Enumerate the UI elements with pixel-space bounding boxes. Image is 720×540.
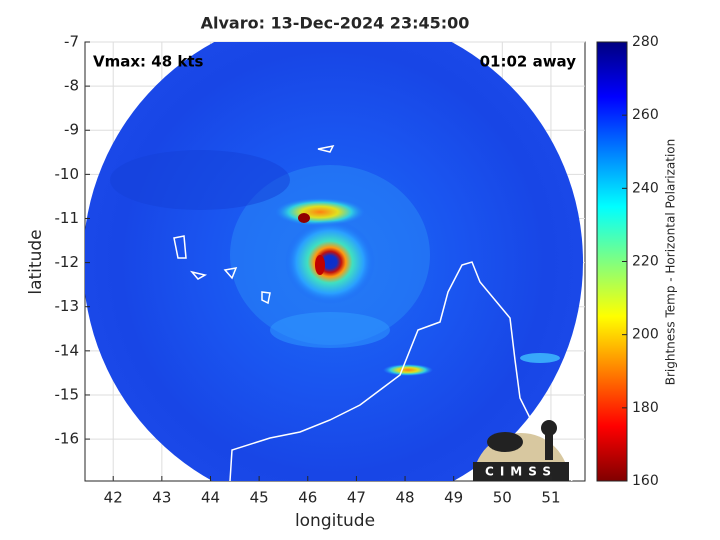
- logo-text: CIMSS: [485, 465, 557, 479]
- colorbar-tick-label: 220: [632, 254, 659, 270]
- x-axis-label: longitude: [295, 511, 375, 531]
- y-tick-label: -8: [64, 77, 79, 95]
- x-tick-label: 50: [493, 489, 512, 507]
- annotation: Vmax: 48 kts: [93, 53, 203, 71]
- y-tick-label: -9: [64, 121, 79, 139]
- annotation: 01:02 away: [480, 53, 577, 71]
- colorbar-tick-label: 280: [632, 34, 659, 50]
- colorbar-tick-label: 260: [632, 107, 659, 123]
- y-tick-label: -10: [55, 165, 80, 183]
- imagery: [85, 42, 583, 481]
- y-tick-label: -7: [64, 33, 79, 51]
- x-tick-label: 49: [444, 489, 463, 507]
- y-tick-label: -14: [55, 341, 80, 359]
- y-tick-label: -15: [55, 385, 80, 403]
- x-tick-label: 43: [152, 489, 171, 507]
- y-tick-label: -13: [55, 297, 80, 315]
- colorbar-tick-label: 180: [632, 400, 659, 416]
- x-tick-label: 42: [104, 489, 123, 507]
- chart-title: Alvaro: 13-Dec-2024 23:45:00: [201, 14, 470, 33]
- y-tick-label: -11: [55, 209, 80, 227]
- logo: CIMSS: [473, 420, 569, 481]
- x-tick-label: 51: [541, 489, 560, 507]
- y-axis-label: latitude: [26, 229, 46, 294]
- colorbar-tick-label: 240: [632, 180, 659, 196]
- x-tick-label: 46: [298, 489, 317, 507]
- colorbar-label: Brightness Temp - Horizontal Polarizatio…: [664, 139, 678, 386]
- x-tick-label: 45: [250, 489, 269, 507]
- colorbar-tick-label: 160: [632, 473, 659, 489]
- y-tick-label: -16: [55, 430, 80, 448]
- x-tick-label: 44: [201, 489, 220, 507]
- colorbar-tick-label: 200: [632, 327, 659, 343]
- y-tick-label: -12: [55, 253, 80, 271]
- x-tick-label: 47: [347, 489, 366, 507]
- coastline: [173, 144, 573, 481]
- x-tick-label: 48: [395, 489, 414, 507]
